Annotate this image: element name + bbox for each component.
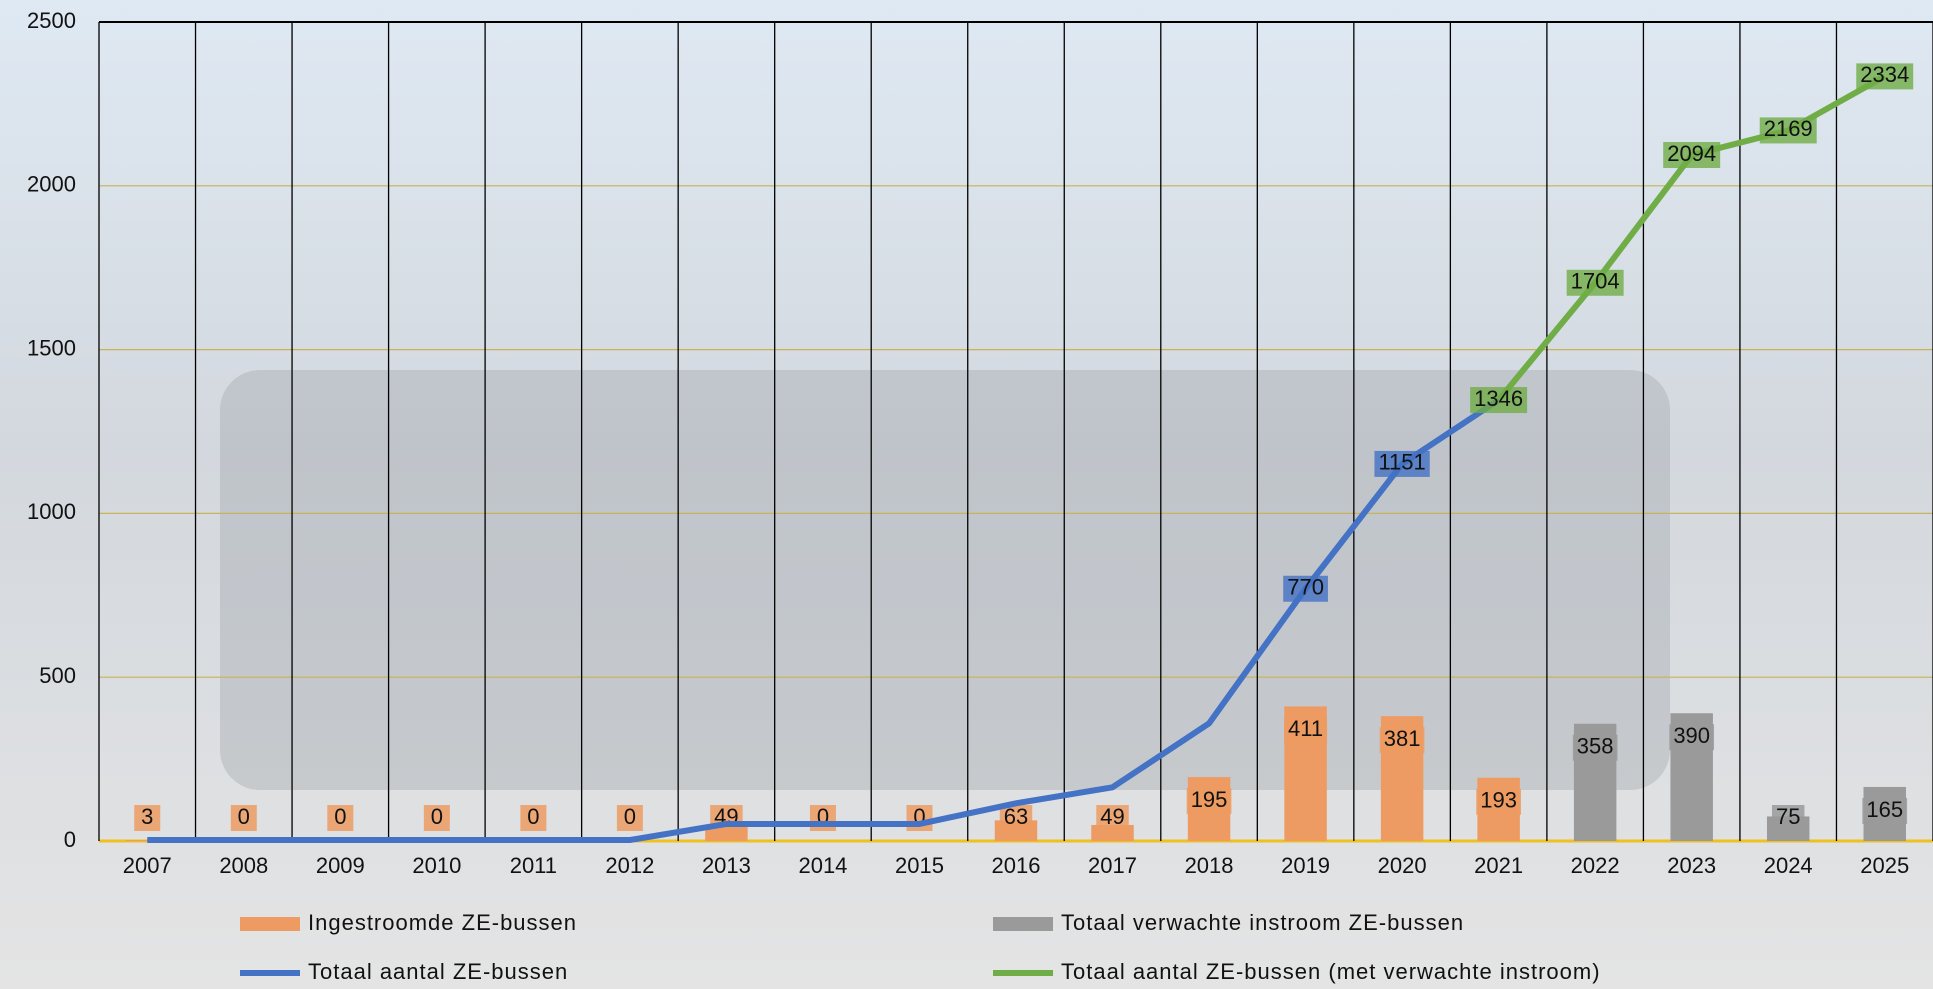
x-tick-label: 2023 [1667, 853, 1716, 878]
data-label: 0 [238, 804, 250, 829]
data-label-box [1186, 788, 1232, 815]
data-label: 770 [1287, 575, 1324, 600]
line [147, 397, 1501, 844]
data-label-box [1283, 575, 1328, 602]
y-tick-label: 1500 [27, 335, 76, 360]
legend-label: Ingestroomde ZE-bussen [308, 910, 577, 935]
x-tick-label: 2020 [1378, 853, 1427, 878]
y-tick-label: 1000 [27, 499, 76, 524]
legend-swatch [993, 917, 1053, 931]
data-label-box [1470, 387, 1528, 414]
data-label-box [1096, 805, 1129, 831]
legend-label: Totaal aantal ZE-bussen [308, 959, 568, 984]
x-tick-label: 2011 [510, 853, 557, 878]
data-label: 0 [431, 804, 443, 829]
x-tick-label: 2025 [1860, 853, 1909, 878]
data-label: 2334 [1860, 62, 1909, 87]
y-tick-label: 0 [64, 827, 76, 852]
data-label-box [134, 805, 161, 831]
data-label-box [1856, 63, 1914, 90]
x-tick-label: 2013 [702, 853, 751, 878]
data-label: 3 [141, 804, 153, 829]
data-label-box [1663, 142, 1721, 169]
y-tick-label: 500 [39, 663, 76, 688]
x-tick-label: 2017 [1088, 853, 1137, 878]
background-photo [220, 370, 1670, 790]
data-label-box [423, 805, 450, 831]
data-label: 0 [334, 804, 346, 829]
data-label: 193 [1480, 788, 1517, 813]
data-label: 75 [1776, 804, 1800, 829]
data-label-box [1669, 724, 1715, 751]
data-label-box [999, 805, 1033, 831]
data-label-box [1476, 788, 1521, 815]
y-tick-label: 2500 [27, 8, 76, 33]
x-tick-label: 2009 [316, 853, 365, 878]
data-label-box [1862, 797, 1908, 824]
data-label: 2094 [1667, 141, 1716, 166]
x-tick-label: 2016 [992, 853, 1041, 878]
data-label: 358 [1577, 734, 1614, 759]
x-tick-label: 2008 [219, 853, 268, 878]
data-label-box [1379, 727, 1425, 754]
data-label: 1704 [1571, 269, 1620, 294]
data-label: 381 [1384, 726, 1421, 751]
legend-label: Totaal verwachte instroom ZE-bussen [1061, 910, 1464, 935]
data-label-box [520, 805, 547, 831]
x-tick-label: 2010 [412, 853, 461, 878]
data-label: 49 [1100, 804, 1124, 829]
x-tick-label: 2018 [1185, 853, 1234, 878]
data-label-box [327, 805, 354, 831]
data-label-box [1759, 117, 1817, 144]
data-label-box [230, 805, 257, 831]
x-tick-label: 2012 [605, 853, 654, 878]
x-tick-label: 2015 [895, 853, 944, 878]
data-label: 0 [624, 804, 636, 829]
y-tick-label: 2000 [27, 172, 76, 197]
x-tick-label: 2019 [1281, 853, 1330, 878]
legend-label: Totaal aantal ZE-bussen (met verwachte i… [1061, 959, 1601, 984]
data-label-box [1374, 450, 1430, 477]
data-label-box [1566, 269, 1624, 296]
data-label: 411 [1288, 716, 1323, 741]
data-label: 195 [1191, 787, 1228, 812]
x-tick-label: 2021 [1474, 853, 1523, 878]
data-label: 0 [527, 804, 539, 829]
x-tick-label: 2007 [123, 853, 172, 878]
data-label-box [1572, 734, 1618, 761]
data-label-box [1284, 717, 1328, 744]
x-tick-label: 2024 [1764, 853, 1813, 878]
data-label: 2169 [1764, 116, 1813, 141]
data-label: 1151 [1378, 450, 1425, 475]
legend-swatch [240, 917, 300, 931]
x-tick-label: 2014 [798, 853, 847, 878]
x-tick-label: 2022 [1571, 853, 1620, 878]
data-label-box [616, 805, 643, 831]
data-label: 1346 [1474, 386, 1523, 411]
data-label: 390 [1673, 723, 1710, 748]
data-label-box [1771, 805, 1805, 831]
data-label: 165 [1866, 797, 1903, 822]
